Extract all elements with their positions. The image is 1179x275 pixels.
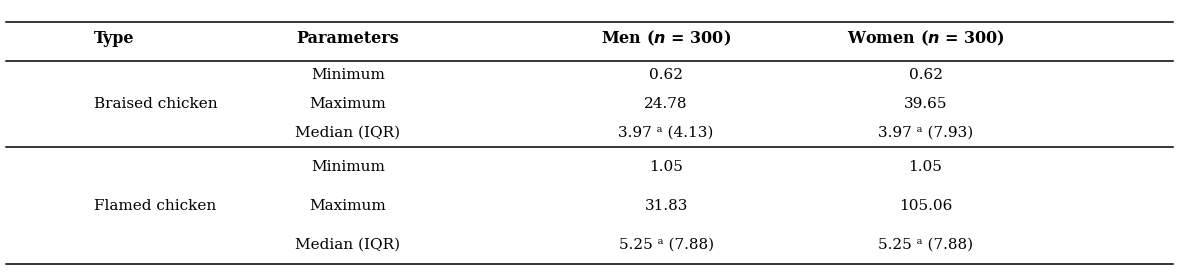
Text: Type: Type — [94, 30, 134, 47]
Text: Men ($\bfit{n}$ = 300): Men ($\bfit{n}$ = 300) — [601, 29, 731, 48]
Text: 1.05: 1.05 — [650, 160, 683, 174]
Text: 3.97 ᵃ (7.93): 3.97 ᵃ (7.93) — [878, 126, 973, 140]
Text: Maximum: Maximum — [309, 97, 387, 111]
Text: 39.65: 39.65 — [904, 97, 947, 111]
Text: Maximum: Maximum — [309, 199, 387, 213]
Text: Parameters: Parameters — [296, 30, 400, 47]
Text: 3.97 ᵃ (4.13): 3.97 ᵃ (4.13) — [619, 126, 713, 140]
Text: 105.06: 105.06 — [898, 199, 953, 213]
Text: 31.83: 31.83 — [645, 199, 687, 213]
Text: Women ($\bfit{n}$ = 300): Women ($\bfit{n}$ = 300) — [847, 29, 1005, 48]
Text: Median (IQR): Median (IQR) — [295, 126, 401, 140]
Text: Flamed chicken: Flamed chicken — [94, 199, 217, 213]
Text: Minimum: Minimum — [311, 160, 384, 174]
Text: Minimum: Minimum — [311, 68, 384, 82]
Text: Median (IQR): Median (IQR) — [295, 238, 401, 252]
Text: 5.25 ᵃ (7.88): 5.25 ᵃ (7.88) — [878, 238, 973, 252]
Text: 5.25 ᵃ (7.88): 5.25 ᵃ (7.88) — [619, 238, 713, 252]
Text: 0.62: 0.62 — [909, 68, 942, 82]
Text: 24.78: 24.78 — [645, 97, 687, 111]
Text: 0.62: 0.62 — [650, 68, 683, 82]
Text: 1.05: 1.05 — [909, 160, 942, 174]
Text: Braised chicken: Braised chicken — [94, 97, 218, 111]
